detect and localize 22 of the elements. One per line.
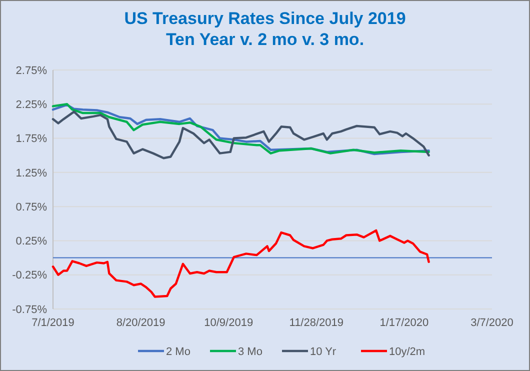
x-tick-label: 3/7/2020 (470, 317, 514, 329)
x-tick-label: 7/1/2019 (32, 317, 74, 329)
y-tick-label: -0.25% (12, 270, 48, 282)
x-tick-label: 1/17/2020 (380, 317, 429, 329)
chart-title: US Treasury Rates Since July 2019 (124, 9, 406, 28)
line-series (52, 229, 430, 298)
y-tick-label: 2.75% (16, 64, 48, 77)
y-tick-label: -0.75% (12, 304, 48, 316)
x-tick-label: 11/28/2019 (289, 317, 344, 329)
legend-label: 2 Mo (166, 346, 190, 358)
y-tick-label: 0.75% (16, 201, 48, 214)
legend-label: 10y/2m (389, 346, 426, 358)
legend-label: 3 Mo (238, 346, 262, 358)
y-tick-label: 1.75% (16, 133, 48, 146)
y-tick-label: 2.25% (16, 98, 48, 111)
line-series (52, 110, 430, 160)
x-tick-label: 8/20/2019 (116, 317, 166, 329)
y-tick-label: 1.25% (16, 167, 48, 180)
x-tick-label: 10/9/2019 (204, 317, 254, 329)
legend-label: 10 Yr (310, 346, 336, 358)
y-tick-label: 0.25% (16, 236, 48, 248)
chart-subtitle: Ten Year v. 2 mo v. 3 mo. (166, 30, 364, 49)
